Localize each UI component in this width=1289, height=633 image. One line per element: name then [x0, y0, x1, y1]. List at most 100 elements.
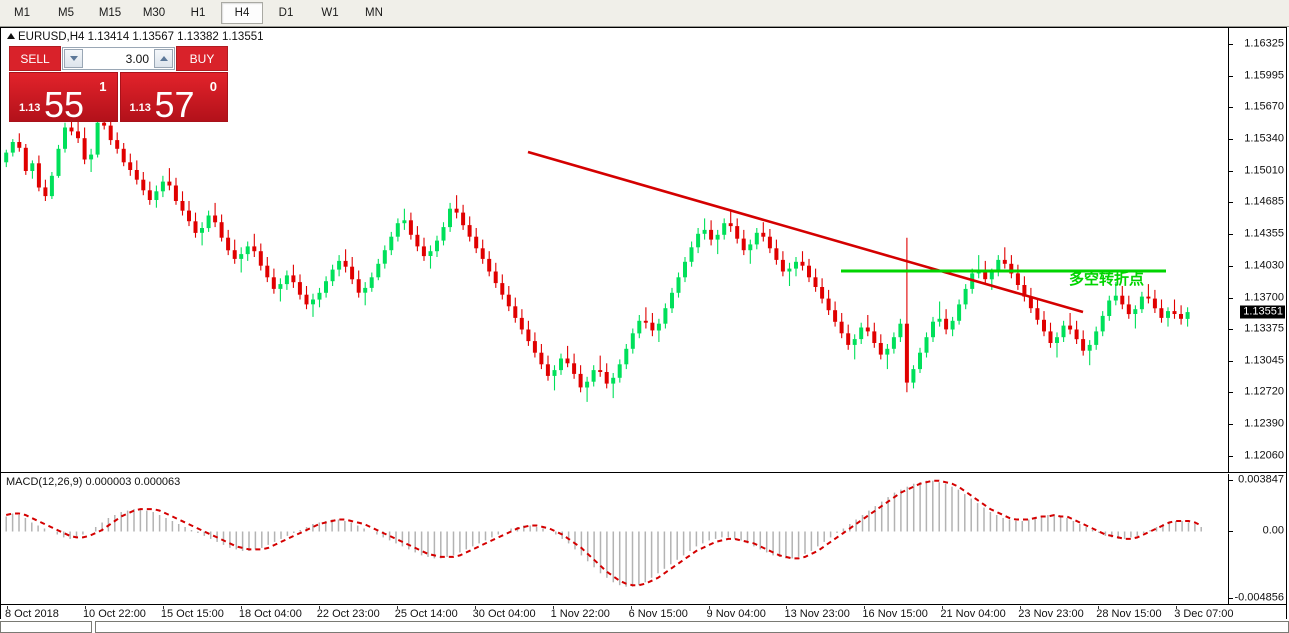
price-axis-tick	[1229, 139, 1233, 141]
price-axis-tick	[1229, 392, 1233, 394]
timeframe-tab-m5[interactable]: M5	[58, 7, 74, 19]
price-axis-label: 1.15995	[1244, 69, 1284, 82]
macd-axis-tick	[1229, 480, 1233, 481]
chart-annotation-label: 多空转折点	[1069, 271, 1145, 288]
volume-value[interactable]: 3.00	[84, 48, 153, 69]
time-axis-label: 16 Nov 15:00	[862, 608, 928, 620]
price-axis-label: 1.13700	[1244, 291, 1284, 304]
price-axis-label: 1.12720	[1244, 385, 1284, 398]
time-axis-tick	[162, 606, 164, 609]
macd-plot-area[interactable]	[1, 474, 1228, 604]
trade-controls-row: SELL 3.00 BUY	[9, 46, 228, 71]
time-axis-tick	[942, 606, 944, 609]
buy-price-prefix: 1.13	[129, 102, 151, 114]
macd-axis-label: 0.00	[1262, 524, 1284, 537]
time-axis-tick	[630, 606, 632, 609]
price-axis-label: 1.14685	[1244, 195, 1284, 208]
macd-series	[5, 479, 1202, 587]
chevron-down-icon	[69, 56, 78, 61]
price-axis-tick	[1229, 424, 1233, 426]
time-axis-tick	[318, 606, 320, 609]
time-axis-label: 28 Nov 15:00	[1096, 608, 1162, 620]
time-axis-label: 8 Oct 2018	[5, 608, 59, 620]
volume-increment-button[interactable]	[154, 49, 173, 68]
price-axis-tick	[1229, 297, 1233, 299]
collapse-triangle-icon[interactable]	[7, 33, 15, 39]
quote-row: 1.13 55 1 1.13 57 0	[9, 72, 228, 125]
time-axis-tick	[1176, 606, 1178, 609]
price-axis-label: 1.14030	[1244, 259, 1284, 272]
macd-axis-label: 0.003847	[1238, 474, 1284, 486]
volume-field[interactable]: 3.00	[62, 47, 175, 70]
price-axis-tick	[1229, 75, 1233, 77]
time-axis-label: 1 Nov 22:00	[550, 608, 610, 620]
sell-price-main: 55	[44, 84, 85, 125]
price-axis-tick	[1229, 43, 1233, 45]
price-axis-tick	[1229, 456, 1233, 458]
time-axis-label: 25 Oct 14:00	[394, 608, 458, 620]
buy-price-fraction: 0	[209, 79, 217, 94]
timeframe-tab-m15[interactable]: M15	[98, 7, 122, 19]
time-axis-label: 10 Oct 22:00	[82, 608, 146, 620]
time-axis-tick	[84, 606, 86, 609]
price-axis-tick	[1229, 107, 1233, 109]
price-axis-tick	[1229, 265, 1233, 267]
bottom-left-box[interactable]	[0, 621, 92, 633]
bottom-right-box[interactable]	[95, 621, 1289, 633]
price-axis-tick	[1229, 328, 1233, 330]
price-axis-label: 1.15340	[1244, 132, 1284, 145]
macd-indicator-label: MACD(12,26,9) 0.000003 0.000063	[6, 476, 181, 488]
candlestick-series	[4, 99, 1190, 402]
timeframe-tab-h4[interactable]: H4	[221, 2, 263, 24]
time-axis-tick	[552, 606, 554, 609]
price-axis[interactable]: 1.16325 1.15995 1.15670 1.15340 1.15010 1.146…	[1228, 28, 1286, 472]
price-axis-label: 1.13375	[1244, 322, 1284, 335]
one-click-trading-panel[interactable]: SELL 3.00 BUY 1.13 55 1 1.13 57 0	[9, 46, 228, 123]
macd-axis-tick	[1229, 598, 1233, 599]
sell-price-prefix: 1.13	[19, 102, 41, 114]
time-axis-label: 6 Nov 15:00	[628, 608, 688, 620]
timeframe-tab-w1[interactable]: W1	[321, 7, 339, 19]
time-axis-label: 15 Oct 15:00	[160, 608, 224, 620]
time-axis-tick	[1098, 606, 1100, 609]
buy-quote[interactable]: 1.13 57 0	[119, 72, 228, 123]
time-axis-label: 9 Nov 04:00	[706, 608, 766, 620]
time-axis-tick	[7, 606, 8, 609]
sell-quote[interactable]: 1.13 55 1	[9, 72, 118, 125]
macd-axis[interactable]: 0.003847 0.00 -0.004856	[1228, 474, 1286, 604]
time-axis-label: 18 Oct 04:00	[238, 608, 302, 620]
price-axis-tick	[1229, 202, 1233, 204]
timeframe-tab-m1[interactable]: M1	[14, 7, 30, 19]
price-axis-label: 1.15670	[1244, 100, 1284, 113]
time-axis-label: 23 Nov 23:00	[1018, 608, 1084, 620]
time-axis-label: 3 Dec 07:00	[1174, 608, 1234, 620]
price-axis-tick	[1229, 234, 1233, 236]
current-price-label: 1.13551	[1240, 305, 1285, 319]
macd-pane[interactable]: 0.003847 0.00 -0.004856 MACD(12,26,9) 0.00…	[1, 474, 1286, 605]
price-axis-label: 1.12390	[1244, 417, 1284, 430]
time-axis-tick	[708, 606, 710, 609]
buy-button[interactable]: BUY	[176, 46, 228, 71]
sell-button[interactable]: SELL	[9, 46, 61, 71]
time-axis-tick	[396, 606, 398, 609]
price-axis-tick	[1229, 171, 1233, 172]
time-axis[interactable]: 8 Oct 2018 10 Oct 22:00 15 Oct 15:00 18 Oct…	[1, 606, 1286, 624]
macd-axis-label: -0.004856	[1234, 591, 1284, 604]
time-axis-label: 22 Oct 23:00	[316, 608, 380, 620]
bottom-strip	[0, 619, 1289, 633]
timeframe-tab-mn[interactable]: MN	[365, 7, 383, 19]
time-axis-tick	[1020, 606, 1022, 609]
price-pane[interactable]: 1.16325 1.15995 1.15670 1.15340 1.15010 1.146…	[1, 28, 1286, 473]
volume-decrement-button[interactable]	[64, 49, 83, 68]
timeframe-tab-m30[interactable]: M30	[142, 7, 166, 19]
timeframe-tab-d1[interactable]: D1	[278, 7, 294, 19]
price-plot-area[interactable]	[1, 28, 1228, 472]
time-axis-tick	[240, 606, 242, 609]
price-axis-tick	[1229, 360, 1233, 362]
price-axis-label: 1.15010	[1244, 164, 1284, 177]
price-axis-label: 1.13045	[1244, 354, 1284, 367]
trend-line	[527, 150, 1084, 314]
time-axis-tick	[864, 606, 866, 609]
timeframe-tab-h1[interactable]: H1	[190, 7, 206, 19]
symbol-header: EURUSD,H4 1.13414 1.13567 1.13382 1.1355…	[7, 31, 264, 43]
